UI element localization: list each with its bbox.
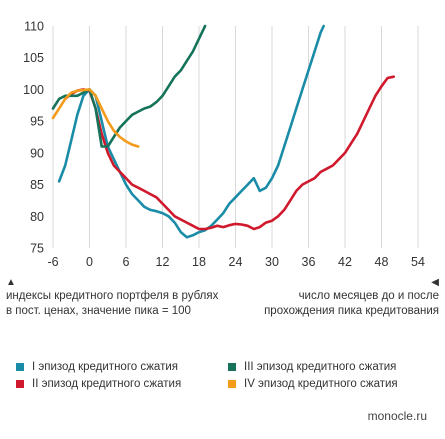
- x-tick-label: 24: [229, 255, 243, 269]
- legend-item-2: II эпизод кредитного сжатия: [16, 378, 181, 390]
- x-tick-label: 30: [265, 255, 279, 269]
- left-arrow-icon: ◀: [431, 277, 439, 288]
- source-link[interactable]: monocle.ru: [367, 409, 427, 423]
- series-line-4: [51, 88, 140, 148]
- legend-item-1: I эпизод кредитного сжатия: [16, 361, 178, 373]
- legend-label-4: IV эпизод кредитного сжатия: [244, 378, 398, 390]
- line-chart: 75 80 85 90 95 100 105 110 -6 0 6 12 18 24 30 36 42 48 54: [23, 20, 425, 270]
- x-tick-label: -6: [47, 255, 58, 269]
- x-tick-label: 0: [86, 255, 93, 269]
- y-tick-label: 105: [23, 51, 44, 65]
- x-tick-label: 6: [123, 255, 130, 269]
- x-axis-ticks: -6 0 6 12 18 24 30 36 42 48 54: [47, 255, 425, 269]
- y-axis-note: ▲ индексы кредитного портфеля в рублях в…: [6, 277, 226, 319]
- series-lines: [51, 24, 395, 239]
- legend-label-2: II эпизод кредитного сжатия: [32, 378, 182, 390]
- x-tick-label: 36: [302, 255, 316, 269]
- legend-swatch-2: [16, 380, 24, 388]
- legend-swatch-1: [16, 363, 24, 371]
- legend-label-3: III эпизод кредитного сжатия: [244, 361, 397, 373]
- series-line-2: [63, 75, 395, 231]
- y-tick-label: 110: [24, 20, 44, 34]
- x-axis-note: ◀ число месяцев до и после прохождения п…: [234, 277, 439, 319]
- x-tick-label: 42: [338, 255, 352, 269]
- up-arrow-icon: ▲: [6, 277, 16, 288]
- y-tick-label: 90: [30, 146, 44, 160]
- legend-item-4: IV эпизод кредитного сжатия: [228, 378, 398, 390]
- legend-swatch-4: [228, 380, 236, 388]
- y-tick-label: 75: [30, 242, 44, 256]
- x-tick-label: 18: [192, 255, 206, 269]
- x-tick-label: 54: [411, 255, 425, 269]
- y-tick-label: 80: [30, 210, 44, 224]
- grid: [52, 26, 419, 248]
- series-line-3: [51, 24, 207, 148]
- y-axis-label: индексы кредитного портфеля в рублях в п…: [6, 290, 219, 317]
- x-axis-label: число месяцев до и после прохождения пик…: [264, 290, 439, 317]
- x-tick-label: 48: [375, 255, 389, 269]
- y-axis-ticks: 75 80 85 90 95 100 105 110: [23, 20, 44, 256]
- y-tick-label: 95: [30, 115, 44, 129]
- x-tick-label: 12: [156, 255, 170, 269]
- y-tick-label: 85: [30, 178, 44, 192]
- legend-swatch-3: [228, 363, 236, 371]
- legend-label-1: I эпизод кредитного сжатия: [32, 361, 178, 373]
- series-line-1: [57, 24, 325, 239]
- y-tick-label: 100: [23, 83, 44, 97]
- legend-item-3: III эпизод кредитного сжатия: [228, 361, 396, 373]
